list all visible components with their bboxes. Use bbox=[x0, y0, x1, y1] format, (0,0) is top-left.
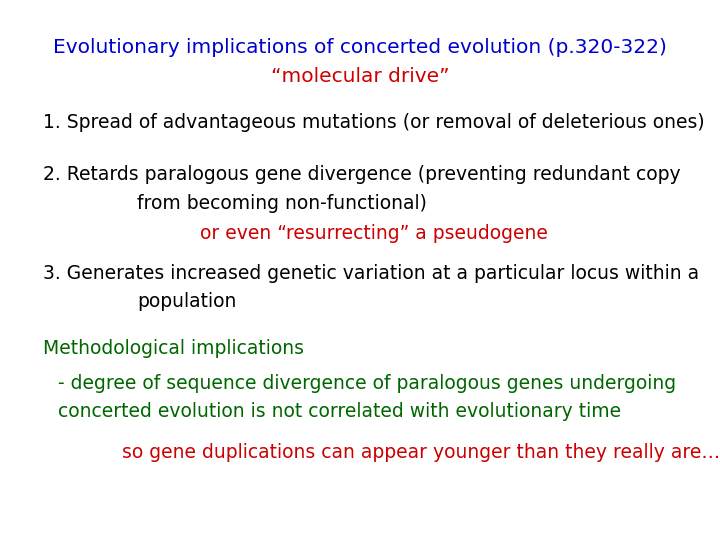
Text: “molecular drive”: “molecular drive” bbox=[271, 67, 449, 86]
Text: - degree of sequence divergence of paralogous genes undergoing: - degree of sequence divergence of paral… bbox=[58, 374, 676, 393]
Text: population: population bbox=[137, 292, 236, 311]
Text: so gene duplications can appear younger than they really are…: so gene duplications can appear younger … bbox=[122, 443, 720, 462]
Text: Methodological implications: Methodological implications bbox=[43, 339, 304, 358]
Text: from becoming non-functional): from becoming non-functional) bbox=[137, 193, 427, 213]
Text: 3. Generates increased genetic variation at a particular locus within a: 3. Generates increased genetic variation… bbox=[43, 264, 699, 283]
Text: or even “resurrecting” a pseudogene: or even “resurrecting” a pseudogene bbox=[200, 224, 549, 243]
Text: 2. Retards paralogous gene divergence (preventing redundant copy: 2. Retards paralogous gene divergence (p… bbox=[43, 165, 681, 185]
Text: Evolutionary implications of concerted evolution (p.320-322): Evolutionary implications of concerted e… bbox=[53, 38, 667, 57]
Text: 1. Spread of advantageous mutations (or removal of deleterious ones): 1. Spread of advantageous mutations (or … bbox=[43, 113, 705, 132]
Text: concerted evolution is not correlated with evolutionary time: concerted evolution is not correlated wi… bbox=[58, 402, 621, 421]
